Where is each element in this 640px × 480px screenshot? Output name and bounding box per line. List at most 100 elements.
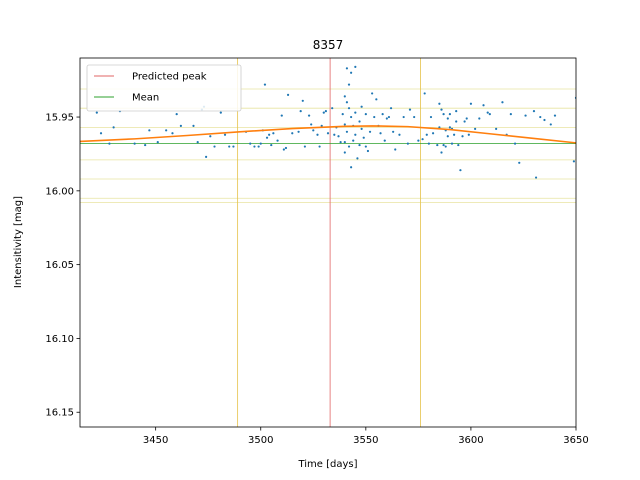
data-point [455, 120, 458, 123]
data-point [175, 112, 178, 116]
legend: Predicted peak Mean [86, 64, 242, 112]
data-point [394, 148, 397, 151]
data-point [425, 133, 428, 136]
x-tick-label: 3500 [248, 435, 273, 446]
data-point [350, 166, 353, 169]
data-point [284, 146, 288, 150]
y-tick-label: 16.00 [45, 186, 74, 197]
data-point [413, 115, 416, 119]
data-point [291, 132, 294, 135]
data-point [312, 129, 315, 132]
data-point [495, 127, 498, 130]
legend-label: Predicted peak [132, 72, 207, 83]
data-point [368, 130, 372, 133]
data-point [457, 143, 460, 147]
x-tick-label: 3600 [458, 435, 483, 446]
plot-area [80, 58, 576, 427]
data-point [421, 138, 424, 141]
data-point [549, 123, 552, 126]
data-point [257, 145, 260, 148]
fit-curve [80, 125, 576, 144]
chart-title: 8357 [313, 38, 344, 52]
data-point [333, 133, 336, 136]
data-point [463, 120, 466, 123]
data-point [345, 101, 349, 104]
data-point [402, 115, 405, 119]
data-point [205, 155, 208, 158]
data-point [263, 83, 267, 86]
data-point [379, 132, 382, 135]
data-point [165, 129, 168, 132]
data-point [209, 135, 212, 138]
data-point [539, 115, 542, 119]
data-point [501, 101, 504, 104]
data-point [112, 126, 115, 129]
data-point [343, 151, 346, 154]
plot-content [80, 58, 576, 427]
data-point [179, 124, 182, 127]
data-point [364, 112, 367, 116]
legend-box [86, 64, 242, 112]
data-point [442, 112, 445, 116]
data-point [423, 92, 426, 95]
data-point [270, 143, 273, 147]
x-tick-label: 3450 [143, 435, 168, 446]
data-point [509, 112, 512, 116]
data-point [265, 136, 269, 139]
data-point [299, 110, 302, 113]
data-point [148, 129, 151, 132]
data-point [389, 107, 393, 110]
data-point [398, 133, 401, 136]
data-point [446, 117, 449, 120]
data-point [347, 107, 351, 110]
data-point [268, 133, 271, 136]
data-point [478, 117, 481, 120]
data-point [488, 112, 491, 116]
data-point [192, 124, 195, 127]
data-point [272, 132, 275, 135]
data-point [465, 117, 468, 120]
data-point [518, 161, 521, 164]
data-point [442, 143, 445, 147]
data-point [448, 126, 451, 129]
data-point [301, 99, 304, 102]
data-point [322, 111, 325, 114]
data-point [280, 114, 283, 117]
data-point [213, 145, 216, 148]
data-point [320, 124, 323, 127]
data-point [196, 141, 199, 144]
plot-frame [79, 57, 577, 428]
legend-label: Mean [132, 93, 159, 104]
data-point [362, 136, 365, 139]
data-point [249, 142, 252, 145]
data-point [310, 123, 313, 126]
data-point [366, 149, 370, 153]
data-point [383, 139, 386, 142]
data-point [524, 114, 527, 117]
data-point [373, 115, 376, 119]
data-point [392, 130, 395, 133]
data-point [440, 151, 443, 154]
data-point [316, 133, 319, 136]
data-point [385, 117, 388, 120]
data-point [543, 118, 546, 122]
x-axis-label: Time [days] [297, 459, 357, 470]
data-point [482, 104, 485, 107]
data-point [381, 112, 384, 116]
data-point [326, 132, 330, 135]
x-tick-label: 3550 [353, 435, 378, 446]
data-point [429, 115, 433, 119]
data-point [219, 111, 222, 114]
data-point [259, 142, 262, 145]
data-point [108, 142, 111, 145]
data-point [431, 132, 435, 135]
data-point [343, 141, 346, 144]
data-point [318, 145, 321, 148]
data-point [408, 108, 412, 111]
data-point [358, 143, 361, 147]
data-point [297, 130, 300, 133]
data-point [343, 123, 346, 126]
axes: 3450 3500 3550 3600 3650 15.95 16.00 16.05 16.10… [45, 57, 589, 446]
y-tick-label: 16.10 [45, 334, 74, 345]
